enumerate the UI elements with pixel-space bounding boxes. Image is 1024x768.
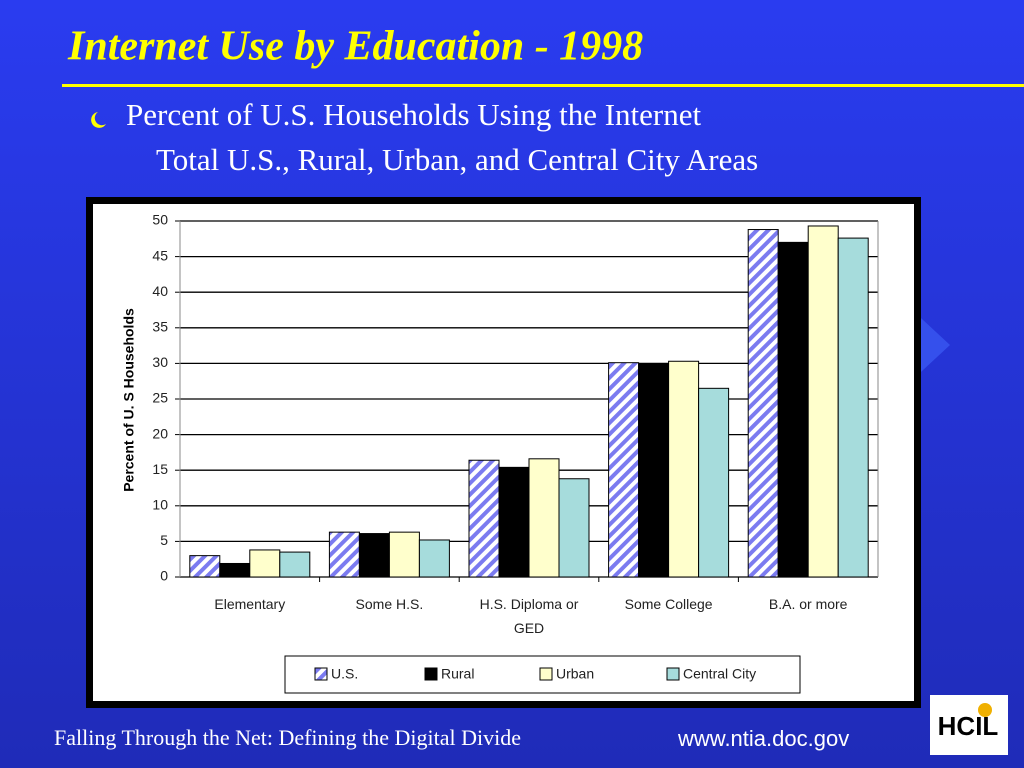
legend-label: U.S. [331,666,358,682]
legend-swatch [424,667,438,681]
y-tick-label: 0 [160,568,168,584]
y-tick-label: 5 [160,532,168,548]
logo-text: HCIL [938,711,999,741]
y-tick-label: 50 [152,212,168,228]
x-tick-label: H.S. Diploma or GED [479,596,579,636]
logo-sun [978,703,992,717]
y-tick-label: 45 [152,247,168,263]
bar [668,360,700,578]
bar [698,387,730,578]
x-tick-label: Some College [624,596,713,612]
logo [930,695,1008,755]
y-tick-label: 10 [152,497,168,513]
bar [249,549,281,578]
bar [279,551,311,578]
bar [608,362,640,578]
bar [328,531,360,578]
legend-swatch [539,667,553,681]
bar [468,459,500,578]
x-tick-label: Some H.S. [355,596,424,612]
bar [388,531,420,578]
bullet [91,112,106,128]
y-tick-label: 20 [152,425,168,441]
y-tick-label: 30 [152,354,168,370]
footer-source: Falling Through the Net: Defining the Di… [54,725,521,750]
bar [638,363,670,578]
legend-label: Rural [441,666,474,682]
bar [418,539,450,578]
bar [189,555,221,578]
bar [219,562,251,578]
bar [498,466,530,578]
bar [747,229,779,578]
y-tick-label: 40 [152,283,168,299]
bar [558,478,590,578]
bar [807,225,839,578]
bar [777,241,809,578]
bar [358,533,390,578]
subtitle: Total U.S., Rural, Urban, and Central Ci… [156,142,758,177]
bar [837,237,869,578]
y-tick-label: 25 [152,390,168,406]
bar [528,458,560,578]
legend-swatch [314,667,328,681]
legend-label: Urban [556,666,594,682]
legend-label: Central City [683,666,756,682]
footer-url: www.ntia.doc.gov [677,726,849,751]
x-tick-label: B.A. or more [768,596,848,612]
x-tick-label: Elementary [214,596,286,612]
y-axis-label: Percent of U. S Households [121,308,137,492]
title-rule [62,84,1024,87]
y-tick-label: 15 [152,461,168,477]
y-tick-label: 35 [152,319,168,335]
legend-swatch [666,667,680,681]
title: Internet Use by Education - 1998 [67,24,643,70]
subtitle: Percent of U.S. Households Using the Int… [126,97,702,132]
